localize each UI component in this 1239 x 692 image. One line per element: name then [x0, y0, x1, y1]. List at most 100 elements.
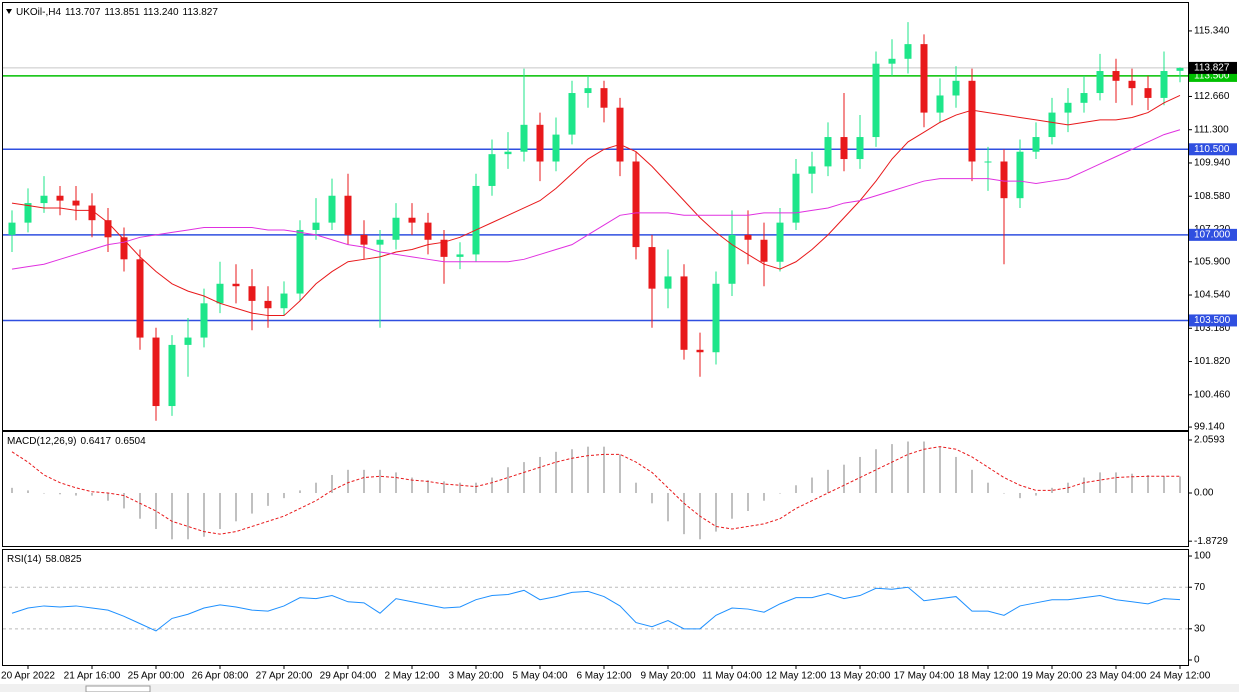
macd-bar [139, 492, 141, 519]
candle-body [472, 185, 480, 255]
macd-bar [763, 492, 765, 501]
rsi-name: RSI(14) [7, 554, 41, 565]
y-tick-label: 100 [1194, 551, 1211, 562]
macd-bar [1035, 492, 1037, 496]
rsi-value: 58.0825 [45, 554, 82, 565]
level-label: 110.500 [1194, 144, 1230, 155]
macd-bar [731, 492, 733, 519]
candle-body [808, 166, 816, 174]
macd-bar [443, 481, 445, 493]
tab-strip [0, 684, 1239, 692]
x-tick-label: 13 May 20:00 [830, 671, 891, 682]
macd-bar [107, 492, 109, 501]
candle-body [1176, 67, 1184, 71]
macd-bar [59, 492, 61, 495]
candle-body [136, 259, 144, 338]
y-tick-label: 101.820 [1194, 356, 1231, 367]
macd-bar [715, 492, 717, 532]
plot-layer: 115.340112.660111.300109.940108.580107.2… [1, 22, 1237, 682]
candle-body [584, 88, 592, 94]
macd-bar [171, 492, 173, 540]
candle-body [1064, 102, 1072, 113]
candle-body [200, 303, 208, 338]
y-tick-label: 115.340 [1194, 26, 1230, 37]
x-tick-label: 11 May 04:00 [702, 671, 762, 682]
level-label-box [1189, 314, 1237, 327]
macd-bar [1147, 474, 1149, 493]
macd-bar [555, 451, 557, 493]
x-tick-label: 3 May 20:00 [448, 671, 503, 682]
macd-panel [2, 431, 1189, 547]
macd-bar [1099, 472, 1101, 493]
high-label: 113.851 [104, 7, 140, 18]
macd-bar [1115, 472, 1117, 493]
macd-bar [379, 469, 381, 493]
x-tick-label: 12 May 12:00 [766, 671, 827, 682]
candle-body [24, 203, 32, 223]
menu-arrow[interactable] [6, 9, 12, 14]
macd-bar [11, 487, 13, 493]
candle-body [1032, 137, 1040, 152]
candle-body [488, 154, 496, 186]
candle-body [648, 247, 656, 289]
x-tick-label: 25 Apr 00:00 [128, 671, 185, 682]
x-tick-label: 6 May 12:00 [576, 671, 631, 682]
y-tick-label: 0.00 [1194, 488, 1214, 499]
macd-bar [507, 467, 509, 493]
macd-bar [619, 454, 621, 493]
candle-body [984, 161, 992, 163]
candle-body [312, 222, 320, 230]
price-title: UKOil-,H4 113.707 113.851 113.240 113.827 [16, 7, 218, 18]
candle-body [424, 222, 432, 240]
y-tick-label: 111.300 [1194, 124, 1229, 135]
candle-body [968, 80, 976, 162]
candle-body [1096, 71, 1104, 94]
candle-body [904, 44, 912, 59]
macd-bar [635, 482, 637, 493]
y-tick-label: 70 [1194, 582, 1206, 593]
candle-body [296, 229, 304, 294]
candle-body [184, 337, 192, 345]
y-tick-label: 112.660 [1194, 91, 1230, 102]
x-tick-label: 27 Apr 20:00 [256, 671, 313, 682]
macd-bar [971, 469, 973, 493]
x-tick-label: 24 May 12:00 [1150, 671, 1211, 682]
x-tick-label: 9 May 20:00 [640, 671, 695, 682]
macd-bar [827, 469, 829, 493]
candle-body [1048, 112, 1056, 138]
macd-bar [315, 482, 317, 493]
candle-body [760, 239, 768, 262]
candle-body [408, 217, 416, 223]
macd-bar [939, 446, 941, 493]
candle-body [872, 63, 880, 138]
candle-body [616, 107, 624, 162]
macd-bar [859, 456, 861, 493]
candle-body [328, 195, 336, 223]
candle-body [1160, 71, 1168, 98]
macd-bar [1051, 487, 1053, 493]
macd-bar [651, 492, 653, 504]
macd-bar [843, 464, 845, 493]
macd-bar [187, 492, 189, 540]
macd-bar [427, 480, 429, 493]
candle-body [72, 200, 80, 206]
macd-bar [955, 456, 957, 493]
candle-body [360, 234, 368, 245]
open-label: 113.707 [65, 7, 101, 18]
macd-bar [539, 456, 541, 493]
macd-bar [987, 482, 989, 493]
macd-bar [203, 492, 205, 537]
macd-bar [347, 469, 349, 493]
macd-bar [299, 490, 301, 493]
candle-body [264, 300, 272, 309]
tab[interactable] [85, 685, 151, 692]
close-label: 113.827 [183, 7, 219, 18]
candle-body [344, 195, 352, 235]
macd-bar [251, 492, 253, 514]
y-tick-label: -1.8729 [1194, 536, 1228, 547]
macd-bar [75, 492, 77, 496]
x-tick-label: 2 May 12:00 [384, 671, 439, 682]
macd-bar [523, 462, 525, 493]
candle-body [952, 80, 960, 96]
moving-average [11, 129, 1181, 270]
